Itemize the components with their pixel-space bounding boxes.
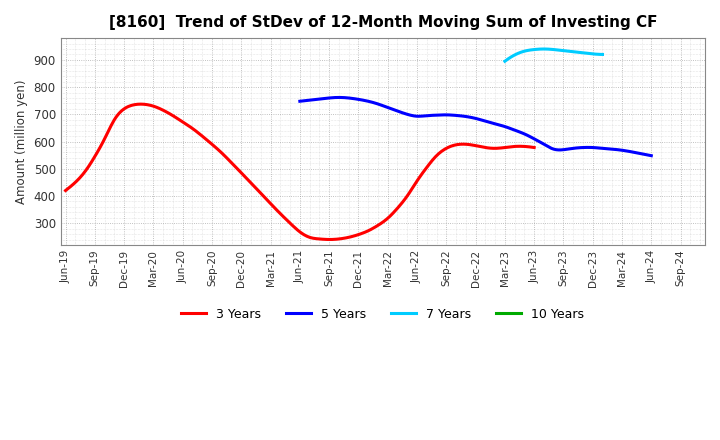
5 Years bbox=[616, 147, 624, 153]
3 Years bbox=[530, 145, 539, 150]
Y-axis label: Amount (million yen): Amount (million yen) bbox=[15, 79, 28, 204]
7 Years bbox=[590, 51, 598, 57]
7 Years bbox=[598, 52, 607, 57]
Line: 3 Years: 3 Years bbox=[66, 104, 534, 239]
5 Years bbox=[505, 125, 513, 131]
5 Years bbox=[512, 128, 521, 133]
5 Years bbox=[295, 99, 304, 104]
5 Years bbox=[297, 99, 305, 104]
3 Years bbox=[459, 142, 468, 147]
Line: 7 Years: 7 Years bbox=[505, 49, 603, 61]
7 Years bbox=[501, 59, 510, 64]
3 Years bbox=[63, 187, 71, 192]
3 Years bbox=[342, 235, 351, 241]
3 Years bbox=[351, 233, 360, 238]
7 Years bbox=[583, 51, 592, 56]
7 Years bbox=[500, 59, 509, 64]
Legend: 3 Years, 5 Years, 7 Years, 10 Years: 3 Years, 5 Years, 7 Years, 10 Years bbox=[176, 303, 590, 326]
7 Years bbox=[559, 48, 567, 53]
3 Years bbox=[489, 146, 498, 151]
3 Years bbox=[137, 102, 145, 107]
5 Years bbox=[506, 126, 515, 131]
3 Years bbox=[343, 235, 352, 240]
7 Years bbox=[539, 46, 548, 51]
Title: [8160]  Trend of StDev of 12-Month Moving Sum of Investing CF: [8160] Trend of StDev of 12-Month Moving… bbox=[109, 15, 657, 30]
7 Years bbox=[561, 48, 570, 53]
5 Years bbox=[334, 95, 343, 100]
5 Years bbox=[593, 145, 601, 150]
5 Years bbox=[647, 153, 656, 158]
3 Years bbox=[326, 237, 335, 242]
Line: 5 Years: 5 Years bbox=[300, 97, 652, 156]
3 Years bbox=[61, 188, 70, 193]
7 Years bbox=[559, 48, 567, 53]
